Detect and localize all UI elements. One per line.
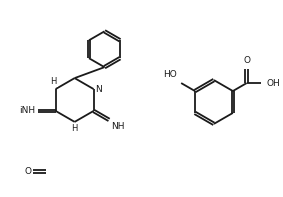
Text: H: H <box>50 77 57 86</box>
Text: O: O <box>243 56 250 65</box>
Text: O: O <box>24 167 31 176</box>
Text: iNH: iNH <box>19 106 35 115</box>
Text: NH: NH <box>111 122 125 131</box>
Text: HO: HO <box>164 70 177 79</box>
Text: OH: OH <box>267 79 280 88</box>
Text: H: H <box>71 124 78 133</box>
Text: N: N <box>96 85 102 94</box>
